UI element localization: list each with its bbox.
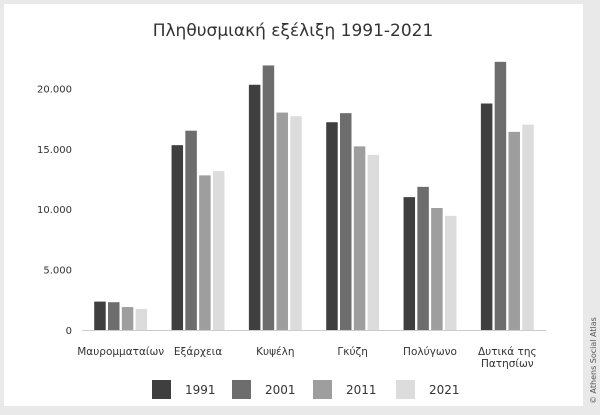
bar-2001-4 <box>417 186 429 330</box>
bar-2001-2 <box>262 65 275 330</box>
bar-2001-3 <box>340 113 352 330</box>
bar-2011-2 <box>276 112 288 330</box>
credit-text: © Athens Social Atlas <box>589 317 598 404</box>
bar-2011-3 <box>353 146 366 330</box>
bar-2021-0 <box>135 308 148 330</box>
legend-swatch-2001 <box>232 380 251 399</box>
bar-2001-0 <box>108 302 120 330</box>
chart-card: Πληθυσμιακή εξέλιξη 1991-2021 0 5.000 10.00… <box>4 4 583 406</box>
chart-title: Πληθυσμιακή εξέλιξη 1991-2021 <box>153 21 434 41</box>
chart: Πληθυσμιακή εξέλιξη 1991-2021 0 5.000 10.00… <box>37 21 546 399</box>
x-tick-label: Κυψέλη <box>256 346 294 358</box>
bar-1991-3 <box>326 122 338 330</box>
bar-1991-5 <box>480 103 493 330</box>
x-tick-label: Εξάρχεια <box>174 346 222 358</box>
y-tick-label: 0 <box>66 326 72 337</box>
x-tick-label: Πατησίων <box>481 358 534 370</box>
legend-label-2021: 2021 <box>429 383 460 397</box>
y-tick-label: 10.000 <box>37 205 72 216</box>
legend-swatch-2021 <box>396 380 415 399</box>
bar-2011-4 <box>431 207 443 330</box>
x-tick-label: Γκύζη <box>337 346 367 358</box>
bar-1991-2 <box>248 84 261 330</box>
bar-2021-1 <box>212 171 225 330</box>
bar-2021-4 <box>444 215 457 330</box>
bar-2011-1 <box>199 175 211 330</box>
bar-1991-4 <box>403 197 416 330</box>
bar-1991-1 <box>171 145 184 330</box>
x-tick-label: Δυτικά της <box>478 346 537 358</box>
bar-1991-0 <box>94 301 106 330</box>
bar-2021-2 <box>290 116 302 331</box>
bar-2011-5 <box>508 131 520 330</box>
bar-2001-1 <box>185 130 197 330</box>
legend-label-2001: 2001 <box>265 383 296 397</box>
legend-swatch-2011 <box>313 380 332 399</box>
bar-2011-0 <box>121 307 134 330</box>
y-tick-label: 15.000 <box>37 145 72 156</box>
bar-2021-5 <box>522 124 534 330</box>
x-tick-label: Πολύγωνο <box>403 346 457 358</box>
y-tick-label: 5.000 <box>43 266 72 277</box>
legend-label-2011: 2011 <box>346 383 377 397</box>
bar-2021-3 <box>367 154 380 330</box>
legend-label-1991: 1991 <box>185 383 216 397</box>
legend-swatch-1991 <box>152 380 171 399</box>
bar-2001-5 <box>494 61 507 330</box>
y-tick-label: 20.000 <box>37 84 72 95</box>
x-tick-label: Μαυρομματαίων <box>77 346 164 358</box>
